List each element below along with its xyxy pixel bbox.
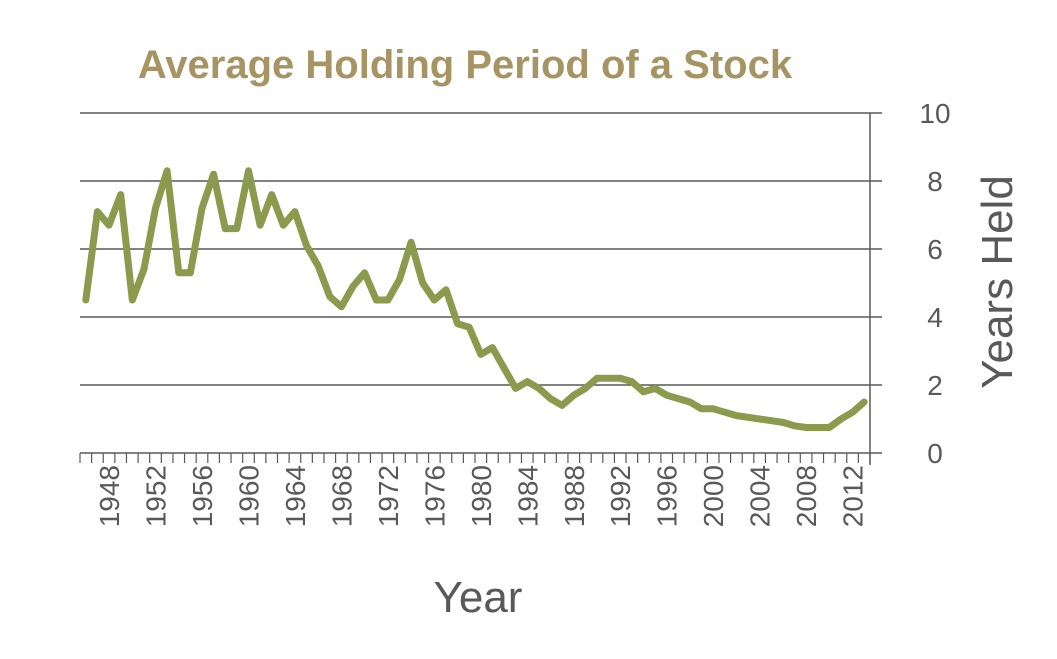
x-axis-tick-labels: 1948 1952 1956 1960 1964 1968 1972 1976 1980 1984… (94, 465, 869, 527)
y-tick-label: 6 (927, 234, 943, 265)
y-axis-tick-labels: 0 2 4 6 8 10 (919, 98, 950, 469)
x-tick-label: 1984 (512, 465, 543, 527)
y-axis-title: Years Held (973, 175, 1022, 389)
x-tick-label: 1956 (187, 465, 218, 527)
y-tick-label: 0 (927, 438, 943, 469)
y-tick-label: 10 (919, 98, 950, 129)
x-tick-label: 1960 (233, 465, 264, 527)
x-tick-label: 1964 (280, 465, 311, 527)
x-tick-label: 1996 (652, 465, 683, 527)
x-tick-label: 2000 (698, 465, 729, 527)
x-tick-label: 1992 (605, 465, 636, 527)
x-axis-title: Year (434, 573, 523, 622)
series-line-years-held (82, 167, 868, 431)
x-tick-label: 1952 (141, 465, 172, 527)
y-tick-label: 2 (927, 370, 943, 401)
x-tick-label: 1988 (559, 465, 590, 527)
x-tick-label: 2012 (838, 465, 869, 527)
x-tick-label: 1948 (94, 465, 125, 527)
y-tick-label: 4 (927, 302, 943, 333)
x-tick-label: 1968 (326, 465, 357, 527)
x-axis-ticks (79, 453, 871, 463)
y-tick-label: 8 (927, 166, 943, 197)
x-tick-label: 1980 (466, 465, 497, 527)
gridlines (80, 112, 882, 465)
chart-title: Average Holding Period of a Stock (138, 43, 793, 87)
x-tick-label: 1972 (373, 465, 404, 527)
x-tick-label: 2008 (791, 465, 822, 527)
x-tick-label: 2004 (745, 465, 776, 527)
x-tick-label: 1976 (419, 465, 450, 527)
